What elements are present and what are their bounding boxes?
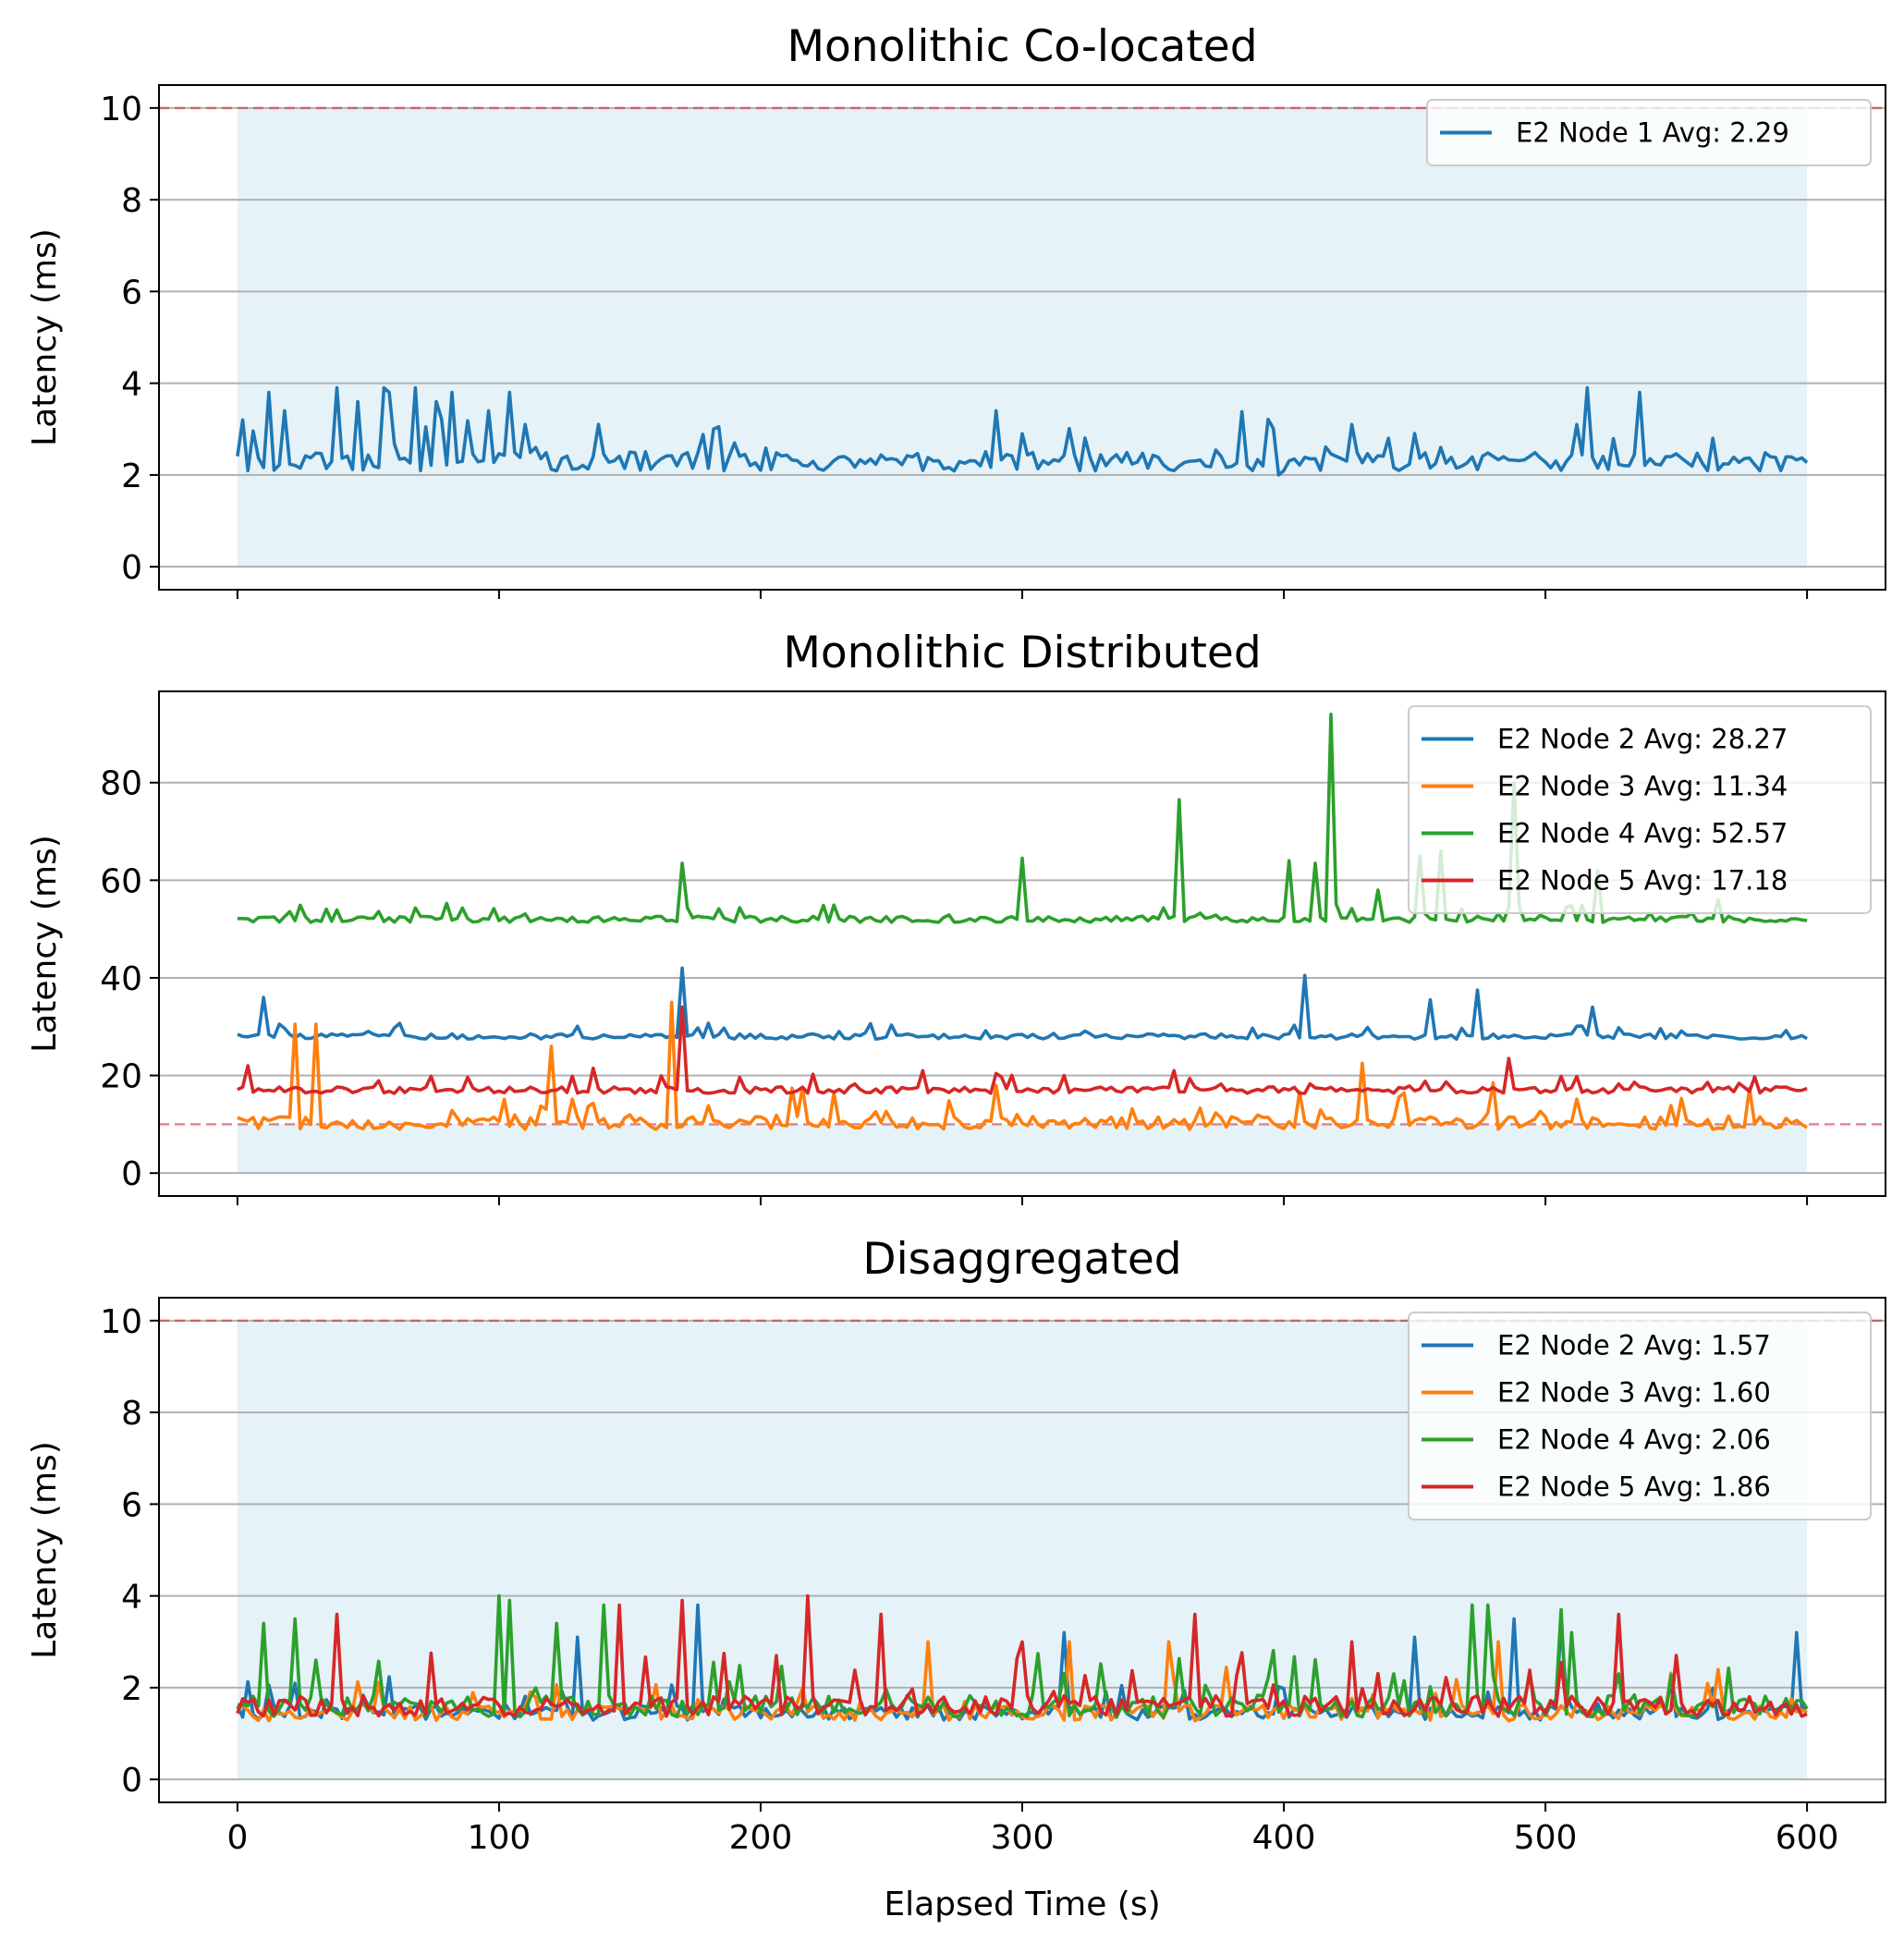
- y-axis-label: Latency (ms): [26, 835, 64, 1053]
- subplot-1: 0 2 4 6 8 10 Monolithic Co-located Latency (ms)…: [26, 21, 1886, 599]
- y-tick-label: 10: [100, 1303, 142, 1341]
- legend-label: E2 Node 4 Avg: 2.06: [1497, 1424, 1771, 1456]
- legend-label: E2 Node 5 Avg: 1.86: [1497, 1471, 1771, 1503]
- y-tick-label: 0: [121, 1762, 142, 1800]
- x-tick-label: 600: [1776, 1819, 1839, 1857]
- y-tick-label: 6: [121, 1486, 142, 1524]
- legend: E2 Node 2 Avg: 1.57 E2 Node 3 Avg: 1.60 E2…: [1408, 1312, 1872, 1520]
- x-tick-label: 400: [1252, 1819, 1316, 1857]
- shaded-region: [237, 107, 1808, 568]
- legend-box: [1426, 99, 1872, 166]
- x-tick-label: 300: [991, 1819, 1055, 1857]
- series-group: [236, 385, 1809, 477]
- x-tick-label: 200: [729, 1819, 793, 1857]
- x-tick-label: 500: [1514, 1819, 1578, 1857]
- subplot-title: Monolithic Co-located: [787, 21, 1257, 72]
- y-axis-label: Latency (ms): [26, 228, 64, 446]
- legend-box: [1408, 1312, 1872, 1520]
- y-tick-label: 10: [100, 91, 142, 128]
- y-axis-label: Latency (ms): [26, 1441, 64, 1659]
- subplot-title: Disaggregated: [862, 1234, 1181, 1285]
- series-line-1: [237, 966, 1809, 1041]
- y-tick-label: 8: [121, 182, 142, 220]
- y-tick-label: 2: [121, 1670, 142, 1708]
- y-tick-label: 4: [121, 1579, 142, 1617]
- y-tick-label: 2: [121, 458, 142, 495]
- y-tick-label: 20: [100, 1058, 142, 1096]
- legend: E2 Node 1 Avg: 2.29: [1426, 99, 1872, 166]
- series-line-1: [236, 385, 1809, 477]
- subplot-title: Monolithic Distributed: [783, 628, 1261, 678]
- legend-label: E2 Node 5 Avg: 17.18: [1497, 865, 1788, 897]
- y-tick-label: 4: [121, 366, 142, 404]
- y-tick-label: 0: [121, 1155, 142, 1193]
- legend-label: E2 Node 3 Avg: 11.34: [1497, 771, 1788, 802]
- series-group: [237, 713, 1809, 1131]
- y-tick-label: 60: [100, 862, 142, 900]
- y-tick-label: 40: [100, 960, 142, 998]
- series-line-3: [237, 713, 1808, 924]
- x-tick-label: 100: [468, 1819, 531, 1857]
- y-tick-label: 8: [121, 1395, 142, 1433]
- legend-label: E2 Node 1 Avg: 2.29: [1516, 117, 1789, 149]
- legend-label: E2 Node 2 Avg: 28.27: [1497, 724, 1788, 755]
- series-line-3: [237, 1593, 1809, 1719]
- series-group: [236, 1593, 1809, 1723]
- y-tick-label: 6: [121, 274, 142, 311]
- y-tick-label: 80: [100, 765, 142, 803]
- shaded-region: [237, 1124, 1808, 1174]
- x-tick-label: 0: [226, 1819, 248, 1857]
- legend: E2 Node 2 Avg: 28.27 E2 Node 3 Avg: 11.34…: [1408, 705, 1872, 914]
- legend-label: E2 Node 3 Avg: 1.60: [1497, 1377, 1771, 1409]
- series-line-4: [236, 1593, 1808, 1718]
- legend-label: E2 Node 4 Avg: 52.57: [1497, 818, 1788, 849]
- legend-box: [1408, 705, 1872, 914]
- series-line-4: [237, 1005, 1808, 1095]
- x-axis-label: Elapsed Time (s): [884, 1886, 1160, 1923]
- series-line-2: [237, 1000, 1809, 1131]
- y-tick-label: 0: [121, 549, 142, 587]
- subplot-2: 0 20 40 60 80 Monolithic Distributed Latency (…: [26, 628, 1886, 1205]
- legend-label: E2 Node 2 Avg: 1.57: [1497, 1330, 1771, 1361]
